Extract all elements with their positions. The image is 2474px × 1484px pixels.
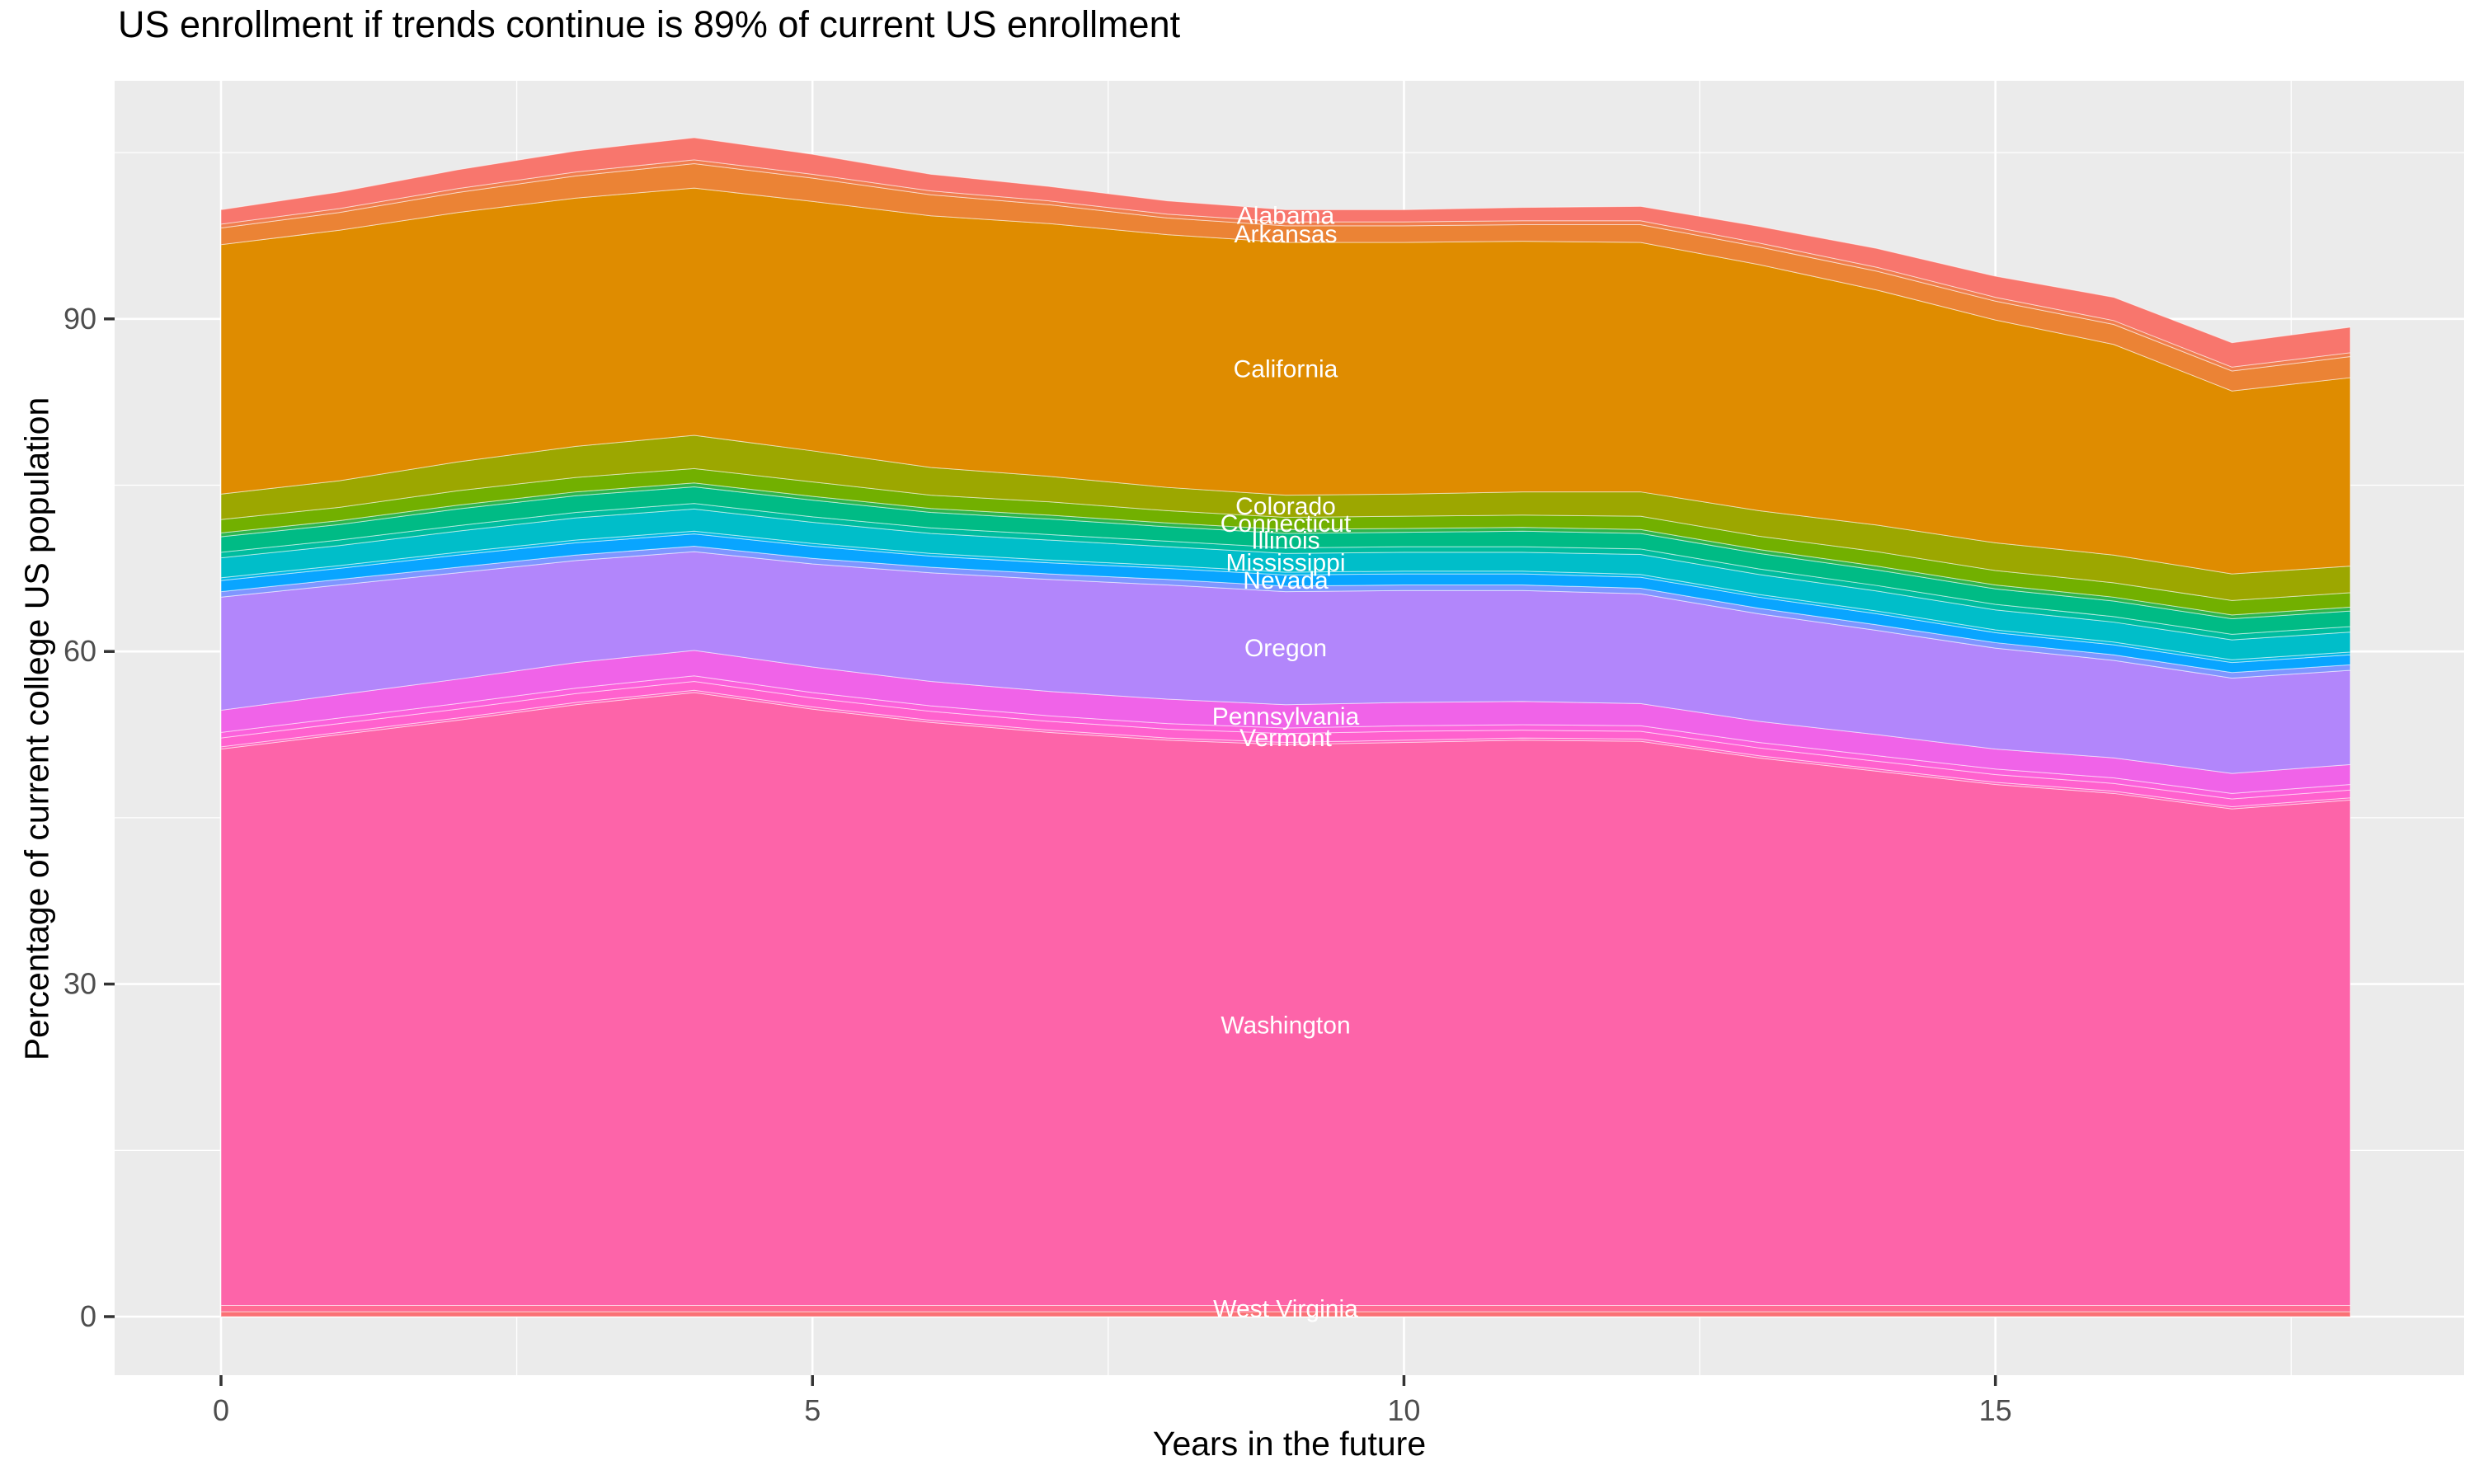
state-label-vermont: Vermont [1239,725,1332,752]
state-label-washington: Washington [1221,1012,1350,1039]
state-label-colorado: Colorado [1235,493,1336,520]
chart-title: US enrollment if trends continue is 89% … [118,3,1181,45]
state-label-alabama: Alabama [1237,203,1335,230]
y-tick-label: 90 [63,302,96,336]
state-label-pennsylvania: Pennsylvania [1212,703,1360,730]
y-tick-label: 60 [63,634,96,668]
y-tick-label: 30 [63,967,96,1001]
x-axis-title: Years in the future [1152,1425,1427,1463]
x-tick-label: 15 [1979,1393,2012,1427]
y-tick-label: 0 [80,1299,96,1333]
state-label-nevada: Nevada [1243,567,1329,594]
state-label-connecticut: Connecticut [1221,510,1352,538]
y-axis-title: Percentage of current college US populat… [17,397,56,1061]
state-label-oregon: Oregon [1244,635,1327,662]
x-tick-label: 0 [213,1393,229,1427]
x-tick-label: 10 [1387,1393,1420,1427]
state-label-illinois: Illinois [1251,528,1319,555]
state-label-arkansas: Arkansas [1234,221,1337,248]
area-alabama [220,137,2351,368]
state-label-west-virginia: West Virginia [1213,1295,1358,1322]
state-label-california: California [1234,355,1338,383]
area-bands [220,137,2351,1317]
x-tick-label: 5 [804,1393,821,1427]
state-label-mississippi: Mississippi [1225,550,1345,577]
